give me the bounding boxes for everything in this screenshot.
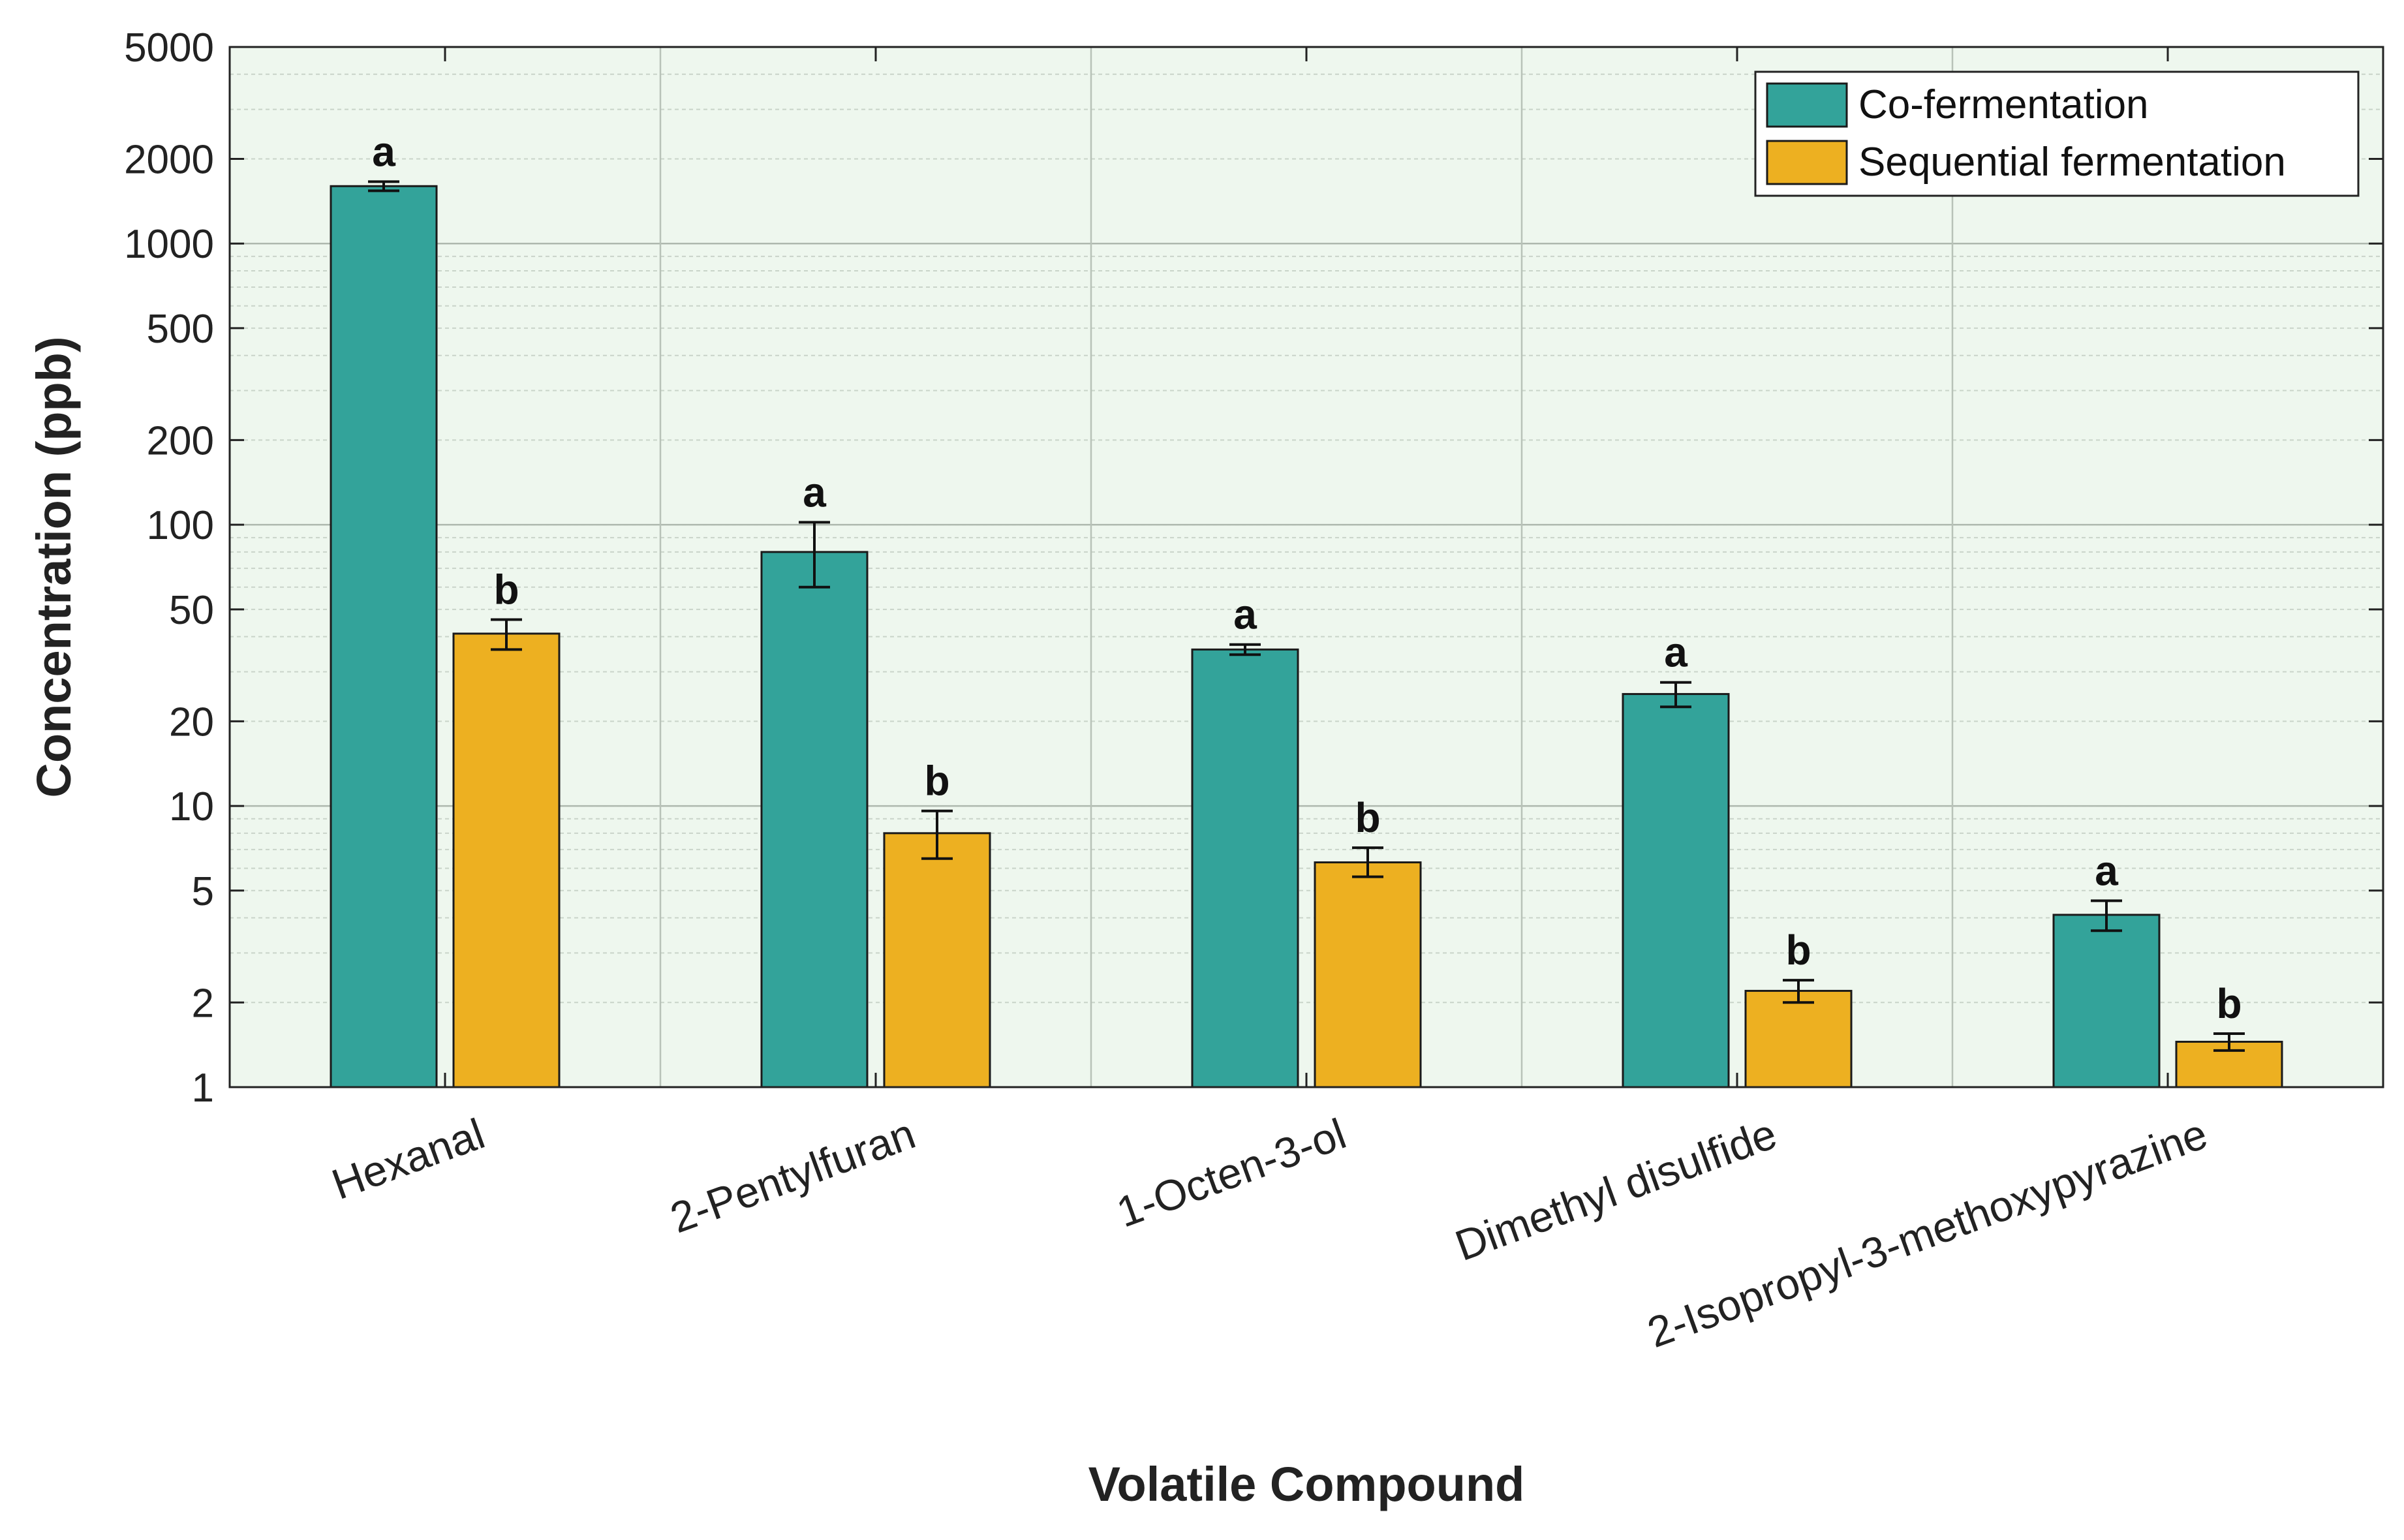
error-bars xyxy=(368,180,2245,1052)
y-tick-label: 5 xyxy=(192,869,214,914)
legend-label: Co-fermentation xyxy=(1858,82,2149,127)
bar-sequential-fermentation xyxy=(452,632,561,1088)
bars xyxy=(330,185,2283,1088)
bar-co-fermentation xyxy=(1622,693,1730,1088)
y-tick-label: 500 xyxy=(147,307,214,352)
significance-label: a xyxy=(1664,629,1687,676)
y-tick-label: 2 xyxy=(192,981,214,1026)
legend-label: Sequential fermentation xyxy=(1858,140,2286,185)
significance-label: a xyxy=(1233,591,1257,638)
bar-co-fermentation xyxy=(1191,648,1299,1088)
bar-sequential-fermentation xyxy=(1744,989,1853,1088)
significance-label: a xyxy=(372,128,395,175)
y-axis-label: Concentration (ppb) xyxy=(27,336,81,797)
significance-label: b xyxy=(1785,927,1811,974)
x-tick-label: Hexanal xyxy=(326,1109,491,1209)
legend-swatch xyxy=(1766,82,1848,128)
y-tick-label: 1000 xyxy=(124,222,214,267)
x-axis-label: Volatile Compound xyxy=(1088,1457,1525,1511)
x-tick-label: 2-Pentylfuran xyxy=(664,1109,921,1242)
bar-co-fermentation xyxy=(330,185,438,1088)
legend-swatch xyxy=(1766,140,1848,185)
plot-background xyxy=(230,47,2383,1087)
bar-co-fermentation xyxy=(2052,914,2161,1088)
y-tick-label: 5000 xyxy=(124,25,214,70)
bar-co-fermentation xyxy=(760,551,869,1088)
legend: Co-fermentation Sequential fermentation xyxy=(1754,70,2360,197)
y-tick-label: 100 xyxy=(147,503,214,548)
y-tick-label: 200 xyxy=(147,418,214,463)
significance-label: b xyxy=(924,758,949,805)
gridlines xyxy=(230,47,2383,1087)
y-tick-label: 50 xyxy=(169,588,214,633)
y-tick-label: 2000 xyxy=(124,137,214,182)
significance-labels: a b a b a b a b a b xyxy=(372,128,2242,1027)
significance-label: b xyxy=(493,566,519,613)
legend-box xyxy=(1754,70,2360,197)
x-tick-label: 1-Octen-3-ol xyxy=(1111,1109,1352,1237)
significance-label: a xyxy=(803,469,826,516)
bar-sequential-fermentation xyxy=(1314,861,1422,1088)
y-axis-ticks: 1 2 5 10 20 50 100 200 500 1000 2000 5000 xyxy=(124,25,2383,1111)
y-tick-label: 1 xyxy=(192,1066,214,1111)
x-tick-label: Dimethyl disulfide xyxy=(1449,1109,1782,1270)
significance-label: b xyxy=(1355,794,1380,841)
y-tick-label: 10 xyxy=(169,784,214,829)
significance-label: a xyxy=(2095,847,2118,894)
significance-label: b xyxy=(2216,980,2242,1027)
y-tick-label: 20 xyxy=(169,700,214,745)
bar-sequential-fermentation xyxy=(883,832,991,1088)
